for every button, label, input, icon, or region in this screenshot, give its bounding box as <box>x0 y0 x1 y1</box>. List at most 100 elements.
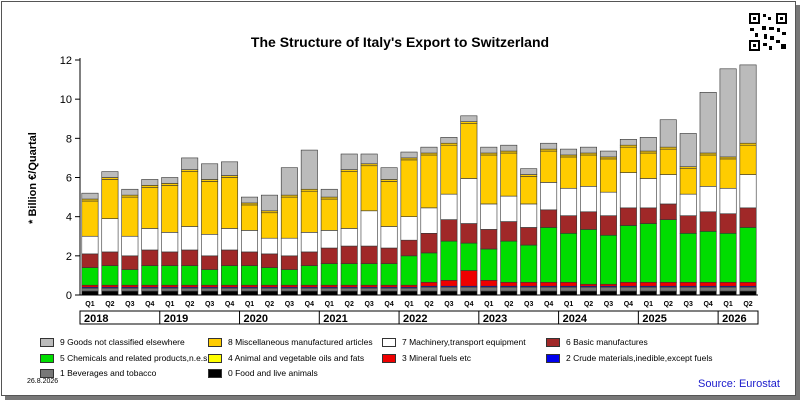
bar-segment-5-4 <box>161 251 179 266</box>
x-tick-label: Q3 <box>205 301 214 308</box>
bar-segment-1-32 <box>719 286 737 292</box>
x-tick-label: Q2 <box>664 301 673 308</box>
y-axis: 0 2 4 6 8 10 12 <box>60 55 81 302</box>
bar-segment-5-16 <box>400 239 418 257</box>
bar-segment-7-13 <box>340 171 358 229</box>
bar-segment-7-29 <box>659 148 677 175</box>
bar-segment-5-20 <box>480 229 498 250</box>
bar-segment-0-8 <box>241 290 258 296</box>
bar-segment-9-6 <box>201 163 219 180</box>
x-tick-label: Q3 <box>444 301 453 308</box>
bar-segment-5-12 <box>320 247 338 264</box>
bar-segment-7-8 <box>241 204 258 231</box>
bar-segment-9-29 <box>659 119 677 148</box>
bar-segment-9-16 <box>400 151 418 159</box>
bar-segment-9-14 <box>360 153 378 165</box>
bar-segment-6-33 <box>739 174 757 209</box>
bar-segment-1-10 <box>280 287 298 292</box>
bar-segment-0-4 <box>161 290 179 296</box>
bar-segment-9-23 <box>540 142 558 150</box>
x-tick-label: Q2 <box>185 301 194 308</box>
legend-label: 1 Beverages and tobacco <box>60 368 157 378</box>
bar-segment-3-33 <box>739 281 757 287</box>
x-tick-label: Q4 <box>305 301 314 308</box>
bar-segment-5-7 <box>221 249 239 266</box>
bar-segment-1-24 <box>560 286 578 292</box>
bar-segment-1-28 <box>639 286 657 292</box>
bar-segment-3-27 <box>619 281 637 287</box>
qr-code-icon <box>748 12 788 52</box>
x-tick-label: Q1 <box>165 301 174 308</box>
bar-segment-1-3 <box>141 287 159 292</box>
bar-segment-9-0 <box>81 192 99 200</box>
bar-segment-9-3 <box>141 179 159 186</box>
bar-segment-4-2 <box>121 269 139 286</box>
x-tick-label: Q4 <box>225 301 234 308</box>
legend-swatch <box>546 353 560 363</box>
bar-segment-0-19 <box>460 290 478 296</box>
bar-segment-6-30 <box>679 193 697 216</box>
bar-segment-0-21 <box>500 290 518 296</box>
bar-segment-3-23 <box>540 281 558 287</box>
year-label: 2023 <box>483 313 507 325</box>
year-label: 2018 <box>84 313 108 325</box>
legend-label: 6 Basic manufactures <box>566 337 648 347</box>
bar-segment-5-3 <box>141 249 159 266</box>
bar-segment-9-17 <box>420 146 438 154</box>
bar-segment-4-29 <box>659 219 677 283</box>
bar-segment-7-2 <box>121 196 139 237</box>
y-tick-label: 12 <box>60 55 72 67</box>
bar-segment-4-26 <box>599 234 617 285</box>
bar-segment-0-27 <box>619 290 637 296</box>
legend-item: 1 Beverages and tobacco <box>40 368 156 378</box>
bar-segment-5-18 <box>440 219 458 242</box>
bar-segment-4-33 <box>739 227 757 283</box>
bar-segment-0-32 <box>719 290 737 296</box>
bar-segment-4-22 <box>520 244 538 283</box>
bar-segment-1-8 <box>241 287 258 292</box>
bar-segment-4-23 <box>540 227 558 283</box>
bar-segment-6-4 <box>161 232 179 253</box>
x-tick-label: Q1 <box>723 301 732 308</box>
bar-segment-1-9 <box>260 287 278 292</box>
bar-segment-5-14 <box>360 245 378 264</box>
bar-segment-4-14 <box>360 263 378 286</box>
legend-swatch <box>382 353 396 363</box>
bar-segment-5-0 <box>81 253 99 268</box>
bar-segment-5-28 <box>639 207 657 224</box>
bar-segment-7-27 <box>619 146 637 173</box>
bar-segment-6-8 <box>241 230 258 253</box>
bar-segment-3-17 <box>420 281 438 287</box>
legend-swatch <box>40 337 54 347</box>
bar-segment-0-10 <box>280 290 298 296</box>
x-tick-label: Q1 <box>564 301 573 308</box>
bar-segment-4-28 <box>639 223 657 283</box>
bar-segment-3-32 <box>719 281 737 287</box>
bar-segment-6-16 <box>400 216 418 241</box>
bar-segment-9-7 <box>221 161 239 176</box>
x-axis: Q1 Q2 Q3 Q4 Q1 Q2 Q3 Q4 Q1 Q2 Q3 Q4 Q1 Q2 Q3 Q4 Q1 Q2 Q3 Q4… <box>79 294 759 325</box>
legend-item: 3 Mineral fuels etc <box>382 353 471 363</box>
x-tick-label: Q1 <box>644 301 653 308</box>
bar-segment-4-6 <box>201 269 219 286</box>
bar-segment-0-9 <box>260 290 278 296</box>
bar-segment-6-19 <box>460 178 478 224</box>
bar-segment-5-2 <box>121 255 139 270</box>
bar-segment-1-17 <box>420 286 438 292</box>
bar-segment-5-29 <box>659 203 677 220</box>
x-tick-label: Q2 <box>424 301 433 308</box>
bar-segment-1-27 <box>619 286 637 292</box>
bar-segment-0-29 <box>659 290 677 296</box>
year-label: 2019 <box>164 313 188 325</box>
bar-segment-7-1 <box>101 179 119 219</box>
bar-segment-9-5 <box>181 157 199 170</box>
bar-segment-5-32 <box>719 213 737 234</box>
bar-segment-4-17 <box>420 252 438 283</box>
legend-label: 2 Crude materials,inedible,except fuels <box>566 353 713 363</box>
year-label: 2026 <box>722 313 746 325</box>
bar-segment-1-21 <box>500 286 518 292</box>
bar-segment-7-3 <box>141 186 159 229</box>
bar-segment-0-2 <box>121 290 139 296</box>
bar-segment-4-30 <box>679 233 697 283</box>
bar-segment-4-13 <box>340 263 358 286</box>
